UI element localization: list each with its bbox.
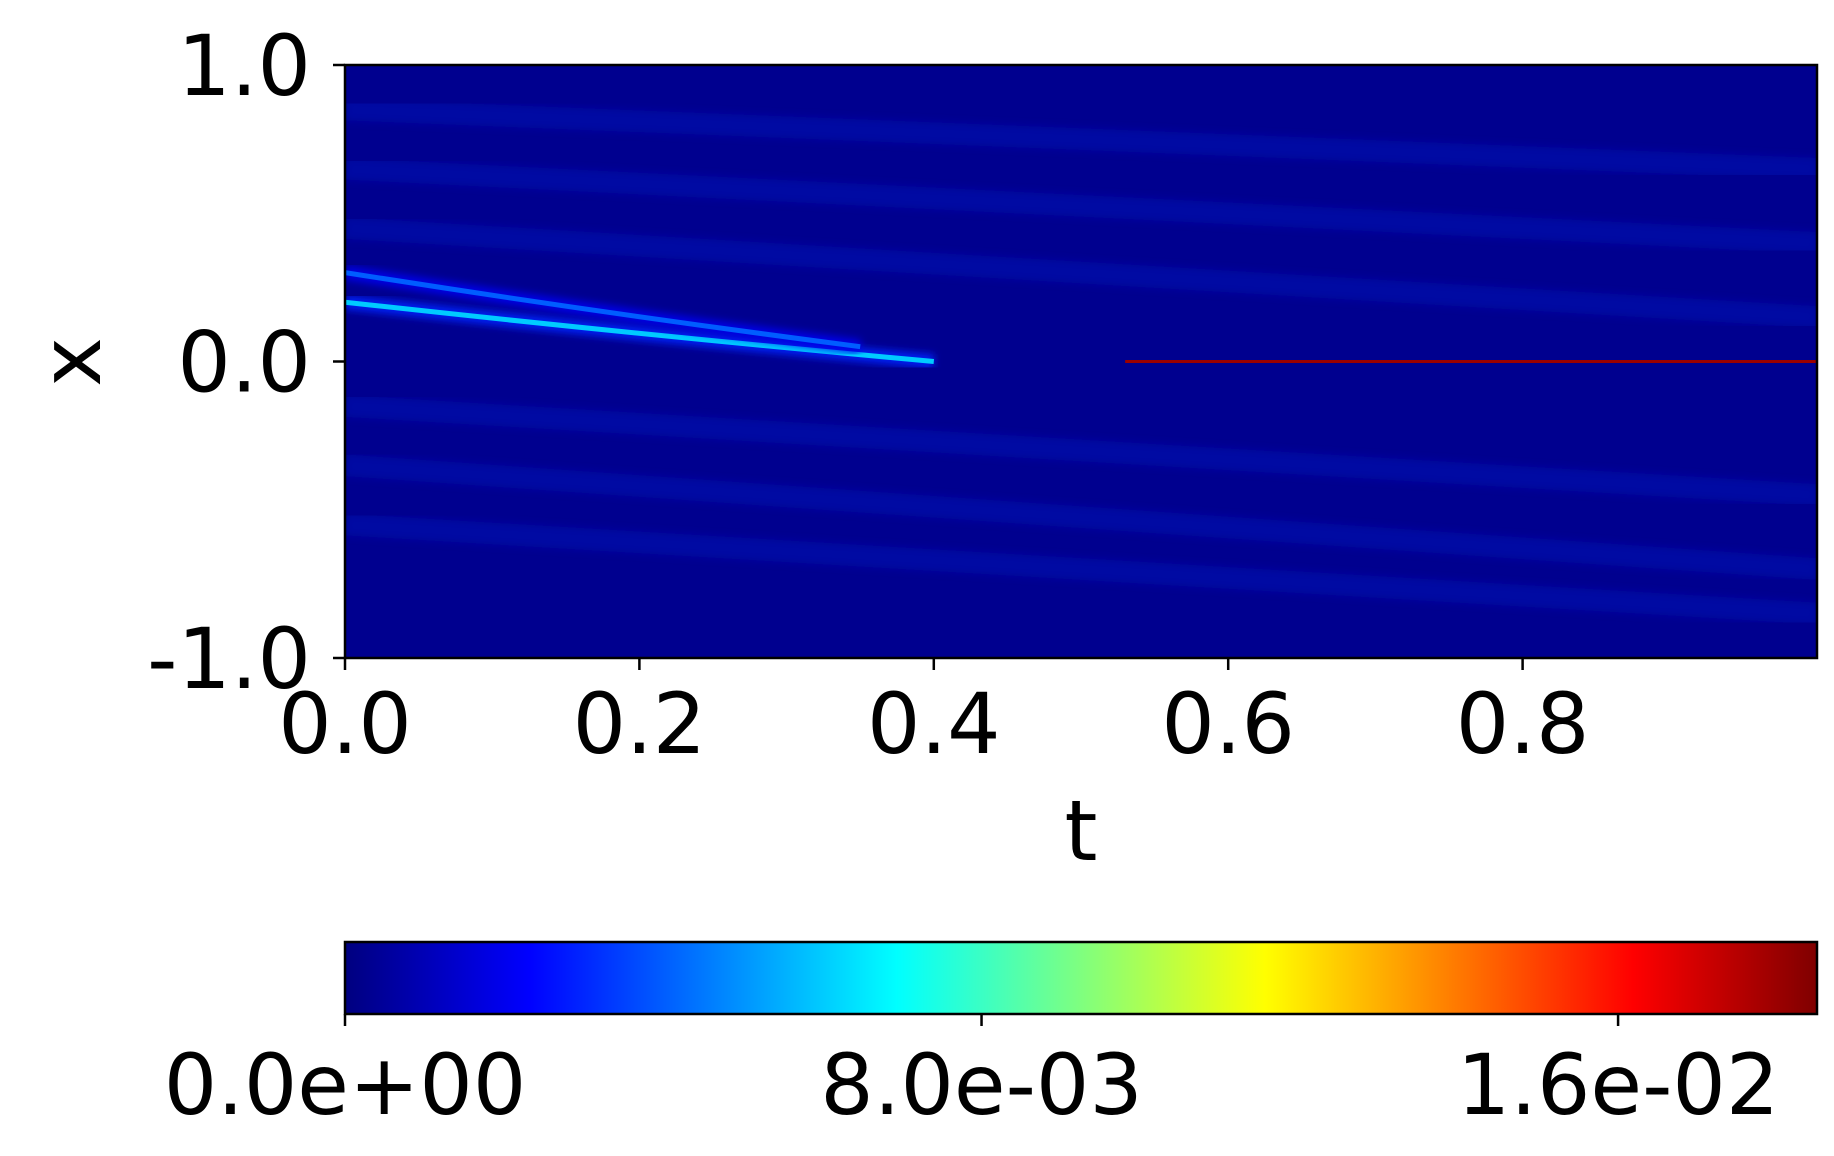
x-tick-label: 0.4 — [867, 675, 1001, 773]
colorbar-tick-label: 8.0e-03 — [820, 1036, 1142, 1134]
heatmap-streak — [345, 98, 1817, 180]
colorbar — [343, 940, 1819, 1016]
x-tick-label: 0.2 — [573, 675, 707, 773]
x-tick-label: 0.8 — [1456, 675, 1590, 773]
colorbar-tick-label: 1.6e-02 — [1457, 1036, 1779, 1134]
heatmap-streak — [345, 454, 1817, 581]
heatmap-features — [345, 98, 1817, 625]
y-tick-label: 0.0 — [177, 314, 311, 412]
heatmap-streak — [345, 157, 1817, 254]
colorbar-ticks: 0.0e+00 8.0e-03 1.6e-02 — [164, 1014, 1779, 1134]
heatmap-band — [345, 299, 935, 364]
y-tick-label: -1.0 — [147, 610, 311, 708]
colorbar-tick-label: 0.0e+00 — [164, 1036, 527, 1134]
y-tick-label: 1.0 — [177, 17, 311, 115]
x-tick-label: 0.6 — [1161, 675, 1295, 773]
x-axis-label: t — [1065, 782, 1098, 880]
heatmap-streak — [345, 394, 1817, 506]
x-tick-label: 0.0 — [278, 675, 412, 773]
heatmap-plot-area — [345, 65, 1817, 658]
heatmap-streak — [345, 513, 1817, 625]
y-axis-label: x — [22, 337, 120, 387]
heatmap-band — [345, 270, 861, 350]
x-axis-ticks: 0.0 0.2 0.4 0.6 0.8 — [278, 658, 1589, 773]
heatmap-streak — [345, 217, 1817, 329]
y-axis-ticks: 1.0 0.0 -1.0 — [147, 17, 345, 708]
